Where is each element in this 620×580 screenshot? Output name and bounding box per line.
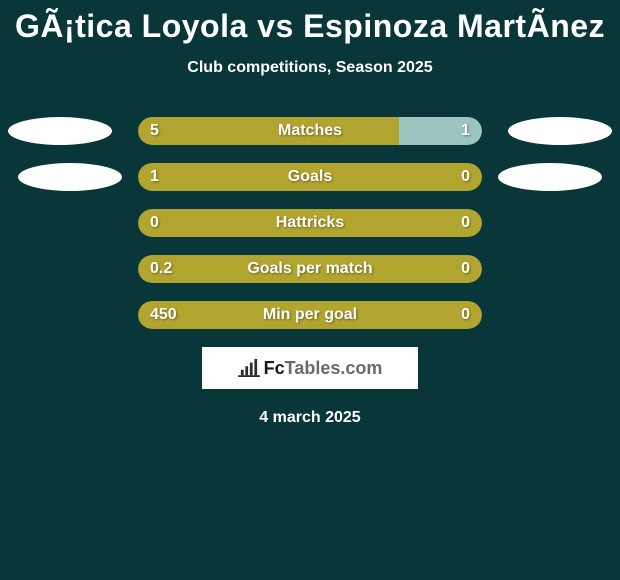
logo-text: FcTables.com bbox=[264, 358, 383, 379]
stat-value-left: 1 bbox=[150, 163, 159, 191]
stat-row: Hattricks0 0 bbox=[0, 209, 620, 237]
player-left-marker bbox=[8, 117, 112, 145]
stat-bar-left bbox=[138, 301, 482, 329]
stat-row: Goals per match0.2 0 bbox=[0, 255, 620, 283]
player-right-marker bbox=[498, 163, 602, 191]
stat-bar-left bbox=[138, 117, 399, 145]
bar-chart-icon bbox=[238, 359, 260, 377]
stat-value-left: 0 bbox=[150, 209, 159, 237]
comparison-date: 4 march 2025 bbox=[0, 409, 620, 427]
stat-bar-left bbox=[138, 255, 482, 283]
stat-bar-left bbox=[138, 163, 482, 191]
stats-container: Matches51Goals10Hattricks00Goals per mat… bbox=[0, 117, 620, 329]
fctables-logo[interactable]: FcTables.com bbox=[202, 347, 418, 389]
stat-bar: Min per goal bbox=[138, 301, 482, 329]
stat-value-left: 450 bbox=[150, 301, 177, 329]
stat-bar: Hattricks bbox=[138, 209, 482, 237]
stat-value-right: 1 bbox=[461, 117, 470, 145]
stat-bar: Matches bbox=[138, 117, 482, 145]
stat-value-right: 0 bbox=[461, 255, 470, 283]
stat-bar: Goals per match bbox=[138, 255, 482, 283]
player-right-marker bbox=[508, 117, 612, 145]
player-left-marker bbox=[18, 163, 122, 191]
stat-bar: Goals bbox=[138, 163, 482, 191]
page-title: GÃ¡tica Loyola vs Espinoza MartÃ­nez bbox=[0, 0, 620, 45]
stat-row: Min per goal450 0 bbox=[0, 301, 620, 329]
stat-value-left: 0.2 bbox=[150, 255, 172, 283]
stat-row: Matches5 1 bbox=[0, 117, 620, 145]
stat-value-left: 5 bbox=[150, 117, 159, 145]
stat-value-right: 0 bbox=[461, 301, 470, 329]
subtitle: Club competitions, Season 2025 bbox=[0, 59, 620, 77]
stat-value-right: 0 bbox=[461, 163, 470, 191]
stat-row: Goals1 0 bbox=[0, 163, 620, 191]
stat-bar-left bbox=[138, 209, 482, 237]
stat-value-right: 0 bbox=[461, 209, 470, 237]
